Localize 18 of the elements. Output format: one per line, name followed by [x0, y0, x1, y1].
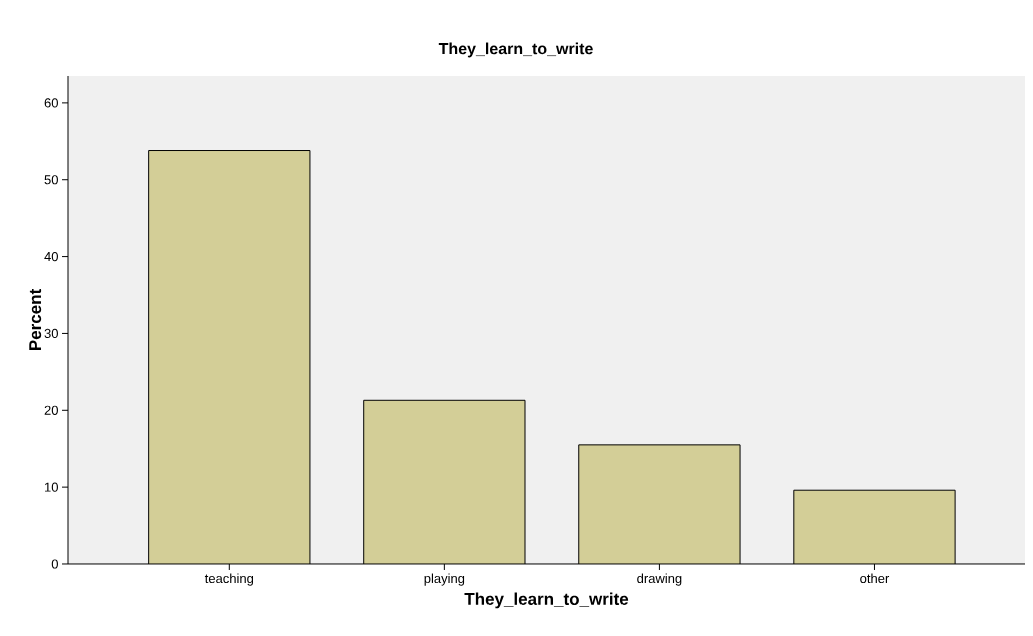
- bar: [363, 400, 525, 564]
- y-tick-label: 20: [44, 405, 58, 415]
- x-axis-title: They_learn_to_write: [464, 592, 629, 609]
- y-tick-label: 60: [44, 98, 58, 108]
- x-tick-label: other: [860, 573, 890, 584]
- y-tick-label: 0: [51, 559, 58, 569]
- bar: [578, 444, 741, 564]
- y-tick-label: 40: [44, 251, 58, 262]
- x-tick-label: playing: [424, 573, 465, 586]
- y-tick-label: 50: [44, 175, 58, 185]
- y-tick-label: 10: [45, 482, 58, 492]
- x-tick-label: drawing: [637, 573, 682, 586]
- y-axis-title: Percent: [29, 289, 42, 351]
- x-tick-label: teaching: [204, 573, 254, 586]
- y-tick-label: 30: [44, 328, 58, 339]
- bar: [148, 150, 310, 564]
- bar: [793, 489, 956, 564]
- chart-title: They_learn_to_write: [438, 42, 593, 58]
